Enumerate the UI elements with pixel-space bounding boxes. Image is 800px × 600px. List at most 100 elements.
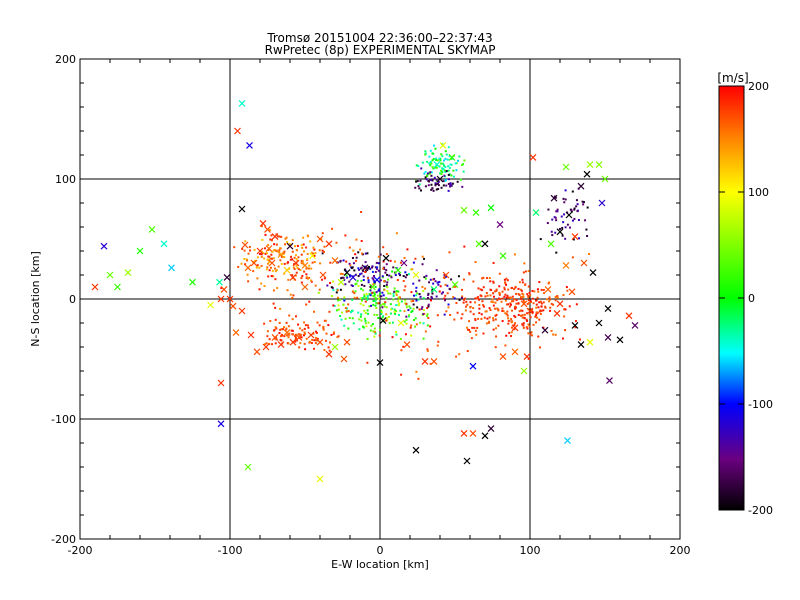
dot-marker (327, 324, 330, 327)
dot-marker (300, 244, 303, 247)
dot-marker (361, 325, 364, 328)
dot-marker (564, 308, 567, 311)
dot-marker (283, 335, 286, 338)
dot-marker (422, 289, 425, 292)
dot-marker (446, 284, 449, 287)
dot-marker (375, 291, 378, 294)
dot-marker (253, 248, 256, 251)
x-marker (136, 247, 144, 255)
dot-marker (359, 273, 362, 276)
dot-marker (556, 210, 559, 213)
dot-marker (460, 317, 463, 320)
dot-marker (426, 315, 429, 318)
dot-marker (433, 277, 436, 280)
dot-marker (285, 327, 288, 330)
dot-marker (426, 348, 429, 351)
dot-marker (258, 252, 261, 255)
dot-marker (371, 291, 374, 294)
dot-marker (443, 174, 446, 177)
dot-marker (362, 297, 365, 300)
dot-marker (270, 234, 273, 237)
dot-marker (566, 289, 569, 292)
dot-marker (395, 304, 398, 307)
dot-marker (426, 172, 429, 175)
dot-marker (387, 315, 390, 318)
dot-marker (505, 296, 508, 299)
dot-marker (272, 249, 275, 252)
dot-marker (469, 330, 472, 333)
dot-marker (274, 342, 277, 345)
x-marker (616, 336, 624, 344)
dot-marker (300, 259, 303, 262)
dot-marker (498, 293, 501, 296)
dot-marker (292, 294, 295, 297)
dot-marker (258, 288, 261, 291)
dot-marker (527, 296, 530, 299)
dot-marker (431, 292, 434, 295)
dot-marker (269, 266, 272, 269)
dot-marker (440, 162, 443, 165)
dot-marker (504, 299, 507, 302)
dot-marker (260, 255, 263, 258)
dot-marker (436, 281, 439, 284)
dot-marker (364, 261, 367, 264)
dot-marker (572, 238, 575, 241)
dot-marker (535, 321, 538, 324)
dot-marker (441, 171, 444, 174)
x-marker (301, 261, 309, 269)
dot-marker (380, 309, 383, 312)
dot-marker (481, 289, 484, 292)
dot-marker (429, 278, 432, 281)
dot-marker (431, 179, 434, 182)
dot-marker (527, 295, 530, 298)
x-tick-label: 0 (377, 544, 384, 557)
dot-marker (436, 314, 439, 317)
dot-marker (529, 294, 532, 297)
x-marker (595, 319, 603, 327)
dot-marker (360, 319, 363, 322)
dot-marker (431, 159, 434, 162)
dot-marker (523, 262, 526, 265)
dot-marker (524, 270, 527, 273)
dot-marker (291, 333, 294, 336)
dot-marker (367, 279, 370, 282)
dot-marker (501, 297, 504, 300)
dot-marker (521, 316, 524, 319)
dot-marker (371, 323, 374, 326)
dot-marker (276, 287, 279, 290)
dot-marker (535, 314, 538, 317)
dot-marker (358, 318, 361, 321)
dot-marker (316, 337, 319, 340)
dot-marker (434, 147, 437, 150)
dot-marker (274, 270, 277, 273)
dot-marker (529, 316, 532, 319)
dot-marker (489, 288, 492, 291)
dot-marker (343, 278, 346, 281)
dot-marker (386, 289, 389, 292)
dot-marker (571, 256, 574, 259)
dot-marker (347, 310, 350, 313)
dot-marker (417, 298, 420, 301)
dot-marker (376, 294, 379, 297)
dot-marker (277, 265, 280, 268)
dot-marker (293, 267, 296, 270)
dot-marker (513, 288, 516, 291)
dot-marker (547, 208, 550, 211)
dot-marker (405, 273, 408, 276)
dot-marker (432, 189, 435, 192)
x-marker (361, 264, 369, 272)
dot-marker (284, 243, 287, 246)
dot-marker (453, 318, 456, 321)
dot-marker (549, 306, 552, 309)
x-marker (544, 285, 552, 293)
dot-marker (511, 286, 514, 289)
dot-marker (374, 332, 377, 335)
dot-marker (327, 346, 330, 349)
dot-marker (373, 335, 376, 338)
dot-marker (534, 315, 537, 318)
dot-marker (377, 316, 380, 319)
dot-marker (274, 318, 277, 321)
dot-marker (268, 342, 271, 345)
dot-marker (373, 330, 376, 333)
